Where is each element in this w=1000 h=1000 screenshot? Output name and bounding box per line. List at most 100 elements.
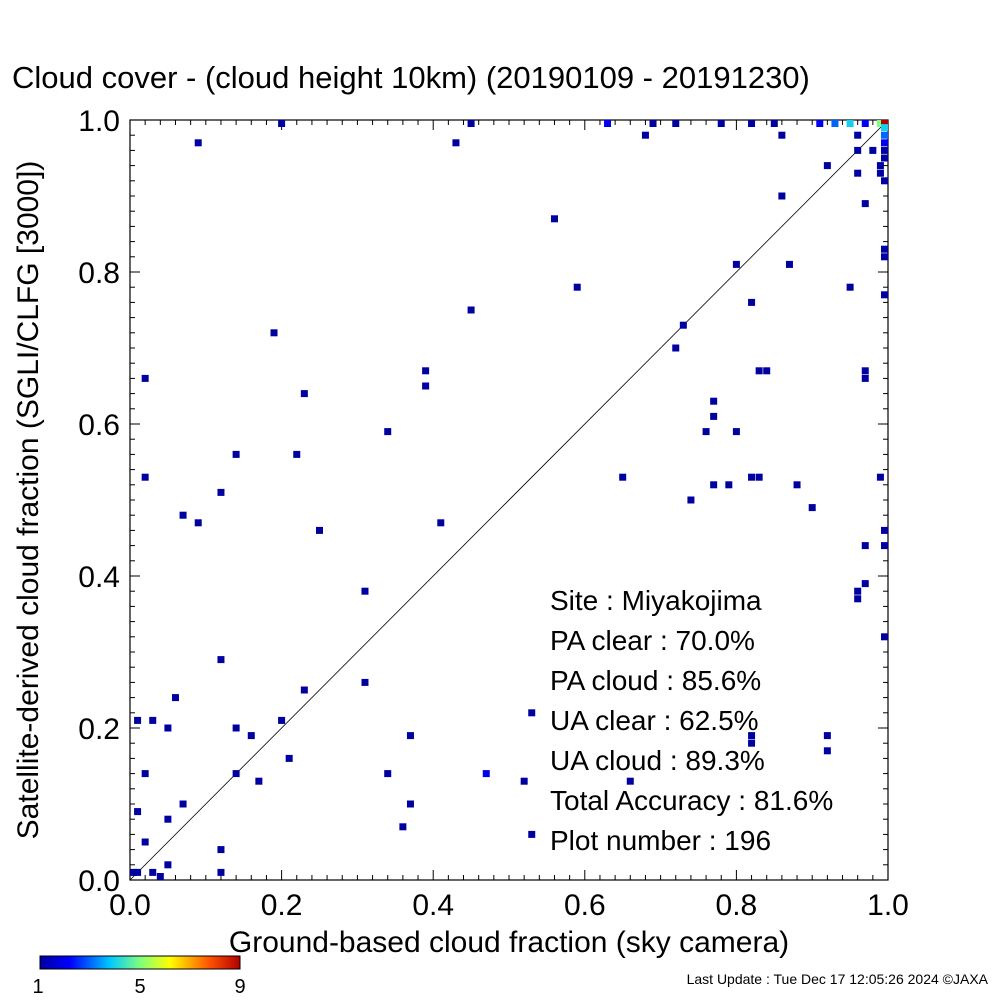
data-cell [134, 868, 142, 876]
data-cell [141, 374, 149, 382]
data-cell [422, 382, 430, 390]
data-cell [770, 120, 778, 127]
data-cell [854, 146, 862, 154]
data-cell [881, 124, 888, 132]
data-cell [748, 298, 756, 306]
y-tick-labels: 0.0 0.2 0.4 0.6 0.8 1.0 [78, 105, 120, 898]
data-cell [881, 633, 888, 641]
data-cell [217, 868, 225, 876]
data-cell [881, 131, 888, 139]
data-cell [861, 120, 869, 127]
data-cell [755, 367, 763, 375]
data-cell [854, 587, 862, 595]
stat-line: UA cloud : 89.3% [550, 745, 765, 776]
data-cell [437, 519, 445, 527]
colorbar-max-label: 9 [234, 976, 245, 998]
data-cell [881, 154, 888, 162]
data-cell [528, 830, 536, 838]
data-cell [672, 344, 680, 352]
data-cell [164, 724, 172, 732]
y-tick-label: 0.4 [78, 561, 120, 594]
data-cell [384, 770, 392, 778]
data-cell [793, 481, 801, 489]
data-cell [763, 367, 771, 375]
data-cell [869, 146, 877, 154]
data-cell [626, 777, 634, 785]
x-tick-label: 0.6 [564, 889, 606, 922]
data-cell [702, 428, 710, 436]
data-cell [482, 770, 490, 778]
data-cell [823, 747, 831, 755]
data-cell [881, 120, 888, 127]
y-axis-label: Satellite-derived cloud fraction (SGLI/C… [12, 161, 45, 840]
data-cell [619, 473, 627, 481]
data-cell [641, 131, 649, 139]
data-cell [823, 162, 831, 170]
data-cell [710, 412, 718, 420]
data-cell [785, 260, 793, 268]
data-cell [194, 139, 202, 147]
data-cell [861, 367, 869, 375]
x-tick-label: 0.2 [261, 889, 303, 922]
colorbar-mid-label: 5 [134, 976, 145, 998]
data-cell [687, 496, 695, 504]
data-cell [573, 283, 581, 291]
y-tick-label: 0.2 [78, 713, 120, 746]
data-cell [171, 694, 179, 702]
data-cell [861, 200, 869, 208]
data-cell [725, 481, 733, 489]
data-cell [194, 519, 202, 527]
data-cell [881, 146, 888, 154]
y-tick-label: 0.6 [78, 409, 120, 442]
data-cell [881, 245, 888, 253]
data-cell [422, 367, 430, 375]
data-cell [881, 253, 888, 261]
data-cell [156, 873, 164, 880]
data-cell [778, 192, 786, 200]
data-cell [679, 321, 687, 329]
data-cell [285, 754, 293, 762]
data-cell [361, 587, 369, 595]
data-cell [399, 823, 407, 831]
data-cell [134, 716, 142, 724]
data-cell [300, 390, 308, 398]
data-cell [672, 120, 680, 127]
data-cell [467, 120, 475, 127]
data-cell [808, 504, 816, 512]
data-cell [748, 732, 756, 740]
data-cell [316, 526, 323, 534]
data-cell [710, 397, 718, 405]
data-cell [270, 329, 278, 337]
data-cell [854, 131, 862, 139]
data-cell [861, 542, 869, 550]
data-cell [846, 120, 854, 127]
data-cell [467, 306, 475, 314]
data-cell [247, 732, 255, 740]
data-cell [179, 800, 187, 808]
data-cell [732, 260, 740, 268]
data-cell [831, 120, 839, 127]
stats-box: Site : Miyakojima PA clear : 70.0% PA clou… [550, 585, 833, 856]
data-cell [300, 686, 308, 694]
data-cell [854, 595, 862, 603]
data-cell [452, 139, 460, 147]
y-tick-label: 0.8 [78, 257, 120, 290]
data-cell [141, 770, 149, 778]
data-cell [149, 716, 157, 724]
y-tick-label: 1.0 [78, 105, 120, 138]
x-tick-label: 0.4 [412, 889, 454, 922]
data-cell [881, 139, 888, 147]
data-cell [278, 716, 286, 724]
data-cell [881, 177, 888, 185]
data-cell [732, 428, 740, 436]
data-cell [520, 777, 528, 785]
data-cell [255, 777, 263, 785]
colorbar [39, 955, 241, 970]
data-cell [164, 815, 172, 823]
data-cell [141, 473, 149, 481]
stat-line: Total Accuracy : 81.6% [550, 785, 833, 816]
data-cell [179, 511, 187, 519]
data-cell [748, 739, 756, 747]
minor-ticks [129, 119, 889, 881]
